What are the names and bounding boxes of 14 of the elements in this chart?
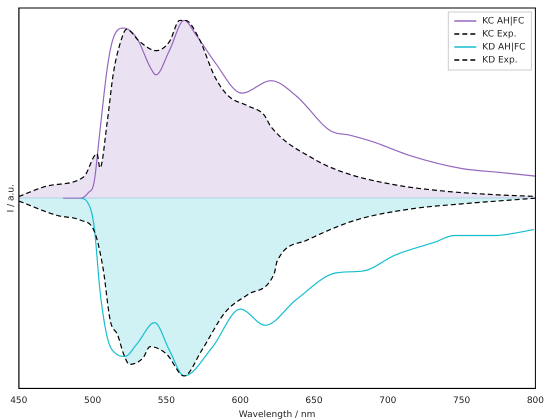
x-tick-label: 550: [158, 396, 176, 406]
y-axis-title: I / a.u.: [6, 184, 17, 212]
x-tick-label: 800: [526, 396, 544, 406]
legend-label: KC AH|FC: [482, 16, 524, 26]
x-tick-label: 700: [379, 396, 397, 406]
x-tick-label: 600: [232, 396, 250, 406]
legend-label: KD AH|FC: [482, 42, 526, 52]
x-tick-label: 650: [305, 396, 323, 406]
x-tick-label: 500: [84, 396, 102, 406]
x-tick-label: 450: [10, 396, 28, 406]
x-tick-label: 750: [453, 396, 470, 406]
x-axis-title: Wavelength / nm: [238, 410, 316, 420]
legend-label: KD Exp.: [482, 55, 518, 66]
legend-label: KC Exp.: [482, 29, 516, 40]
